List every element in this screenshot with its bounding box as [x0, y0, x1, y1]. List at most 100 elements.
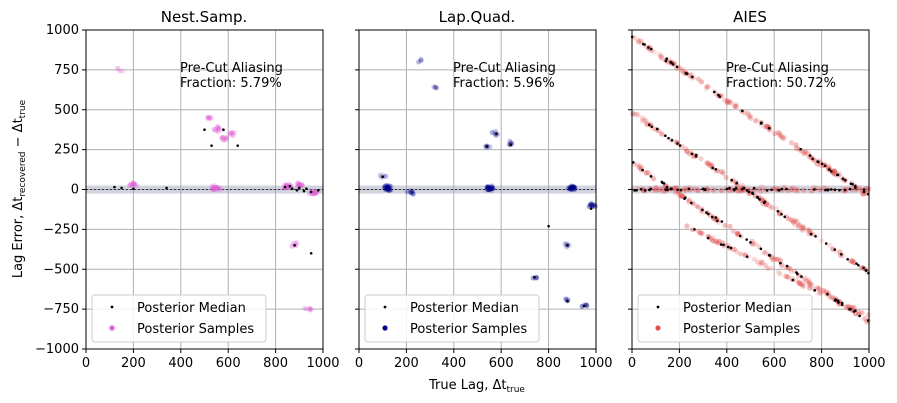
x-tick-label: 200: [667, 356, 692, 371]
y-tick-label: −500: [43, 262, 79, 277]
tick-layer: 0 200 400 600 800 1000: [355, 29, 613, 371]
sample-point: [759, 184, 765, 190]
sample-point: [380, 172, 386, 178]
legend-median-marker: [110, 305, 114, 309]
sample-point: [717, 238, 723, 245]
sample-point: [776, 256, 782, 263]
sample-point: [765, 265, 771, 271]
sample-point: [382, 186, 388, 192]
sample-point: [418, 56, 424, 62]
sample-point: [212, 185, 218, 191]
sample-point: [418, 58, 424, 64]
sample-point: [213, 127, 219, 133]
median-point: [647, 46, 650, 49]
sample-point: [313, 190, 319, 196]
median-point: [295, 188, 299, 192]
sample-point: [209, 186, 215, 192]
sample-point: [761, 250, 767, 256]
sample-point: [296, 183, 302, 189]
sample-point: [311, 189, 317, 195]
median-point: [759, 247, 763, 251]
sample-point: [799, 226, 805, 232]
sample-point: [865, 312, 871, 318]
sample-point: [792, 222, 798, 228]
sample-point: [761, 186, 767, 192]
sample-point: [589, 202, 595, 208]
sample-point: [487, 185, 493, 191]
sample-point: [716, 238, 722, 244]
sample-point: [755, 259, 761, 265]
sample-point: [686, 197, 692, 203]
band-layer: [632, 185, 869, 194]
sample-point: [128, 180, 134, 186]
sample-point: [307, 306, 313, 312]
sample-point: [383, 187, 389, 193]
legend-box: [364, 294, 540, 343]
sample-point: [572, 185, 578, 191]
median-point: [693, 228, 696, 231]
sample-point: [679, 193, 685, 199]
median-point: [495, 132, 498, 135]
sample-point: [847, 258, 854, 264]
sample-point: [220, 135, 226, 141]
sample-point: [815, 290, 821, 296]
sample-point: [783, 273, 789, 279]
sample-point: [229, 132, 235, 138]
sample-point: [770, 257, 776, 263]
median-point: [745, 189, 749, 192]
median-point: [716, 219, 719, 223]
tick-layer: 0 200 400 600 800 1000: [628, 29, 886, 371]
median-point: [302, 189, 306, 193]
sample-point: [572, 185, 578, 191]
sample-point: [698, 156, 704, 162]
sample-point: [207, 115, 213, 121]
sample-point: [569, 184, 575, 190]
sample-point: [205, 115, 211, 121]
sample-point: [208, 183, 214, 189]
median-point: [643, 43, 646, 46]
median-point: [813, 289, 817, 292]
sample-point: [206, 115, 212, 121]
sample-point: [569, 185, 575, 191]
median-point: [836, 299, 840, 303]
sample-point: [484, 184, 490, 190]
sample-point: [678, 193, 684, 199]
sample-point: [790, 217, 796, 223]
sample-point: [699, 230, 705, 237]
median-point: [632, 161, 635, 164]
sample-point: [484, 187, 490, 193]
sample-point: [705, 161, 711, 167]
sample-point: [850, 259, 856, 265]
sample-point: [227, 131, 233, 137]
sample-point: [685, 198, 692, 205]
sample-point: [793, 142, 799, 148]
sample-point: [792, 187, 798, 193]
sample-point: [682, 188, 688, 194]
sample-point: [486, 185, 492, 191]
median-point: [799, 147, 802, 151]
sample-point: [708, 161, 714, 167]
sample-point: [656, 51, 663, 57]
sample-point: [570, 184, 576, 190]
sample-point: [208, 115, 214, 121]
sample-point: [385, 184, 391, 190]
median-point: [841, 177, 845, 181]
median-point: [655, 127, 659, 131]
confidence-band: [632, 185, 869, 194]
sample-point: [781, 135, 787, 141]
median-point: [665, 185, 669, 189]
sample-point: [862, 315, 868, 322]
sample-point: [789, 185, 795, 191]
sample-point: [385, 185, 391, 191]
sample-point: [643, 117, 649, 123]
sample-point: [849, 258, 855, 265]
y-tick-label: 0: [71, 183, 79, 198]
sample-point: [382, 183, 388, 189]
median-point: [833, 188, 837, 192]
sample-point: [385, 185, 391, 191]
sample-point: [639, 118, 645, 124]
sample-point: [683, 185, 689, 192]
median-point: [691, 75, 694, 79]
sample-point: [843, 304, 849, 310]
